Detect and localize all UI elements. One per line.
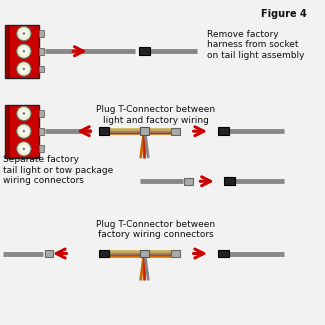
Bar (99, 250, 109, 257)
Bar (140, 127, 149, 135)
Bar (140, 250, 149, 257)
Bar (224, 177, 235, 185)
Bar (139, 47, 150, 55)
Bar (39, 48, 44, 55)
Bar (39, 128, 44, 135)
Circle shape (17, 106, 31, 121)
Bar (218, 250, 229, 257)
Bar (39, 110, 44, 117)
Bar (5, 105, 40, 158)
Circle shape (20, 145, 28, 153)
Bar (218, 127, 229, 135)
Text: Figure 4: Figure 4 (261, 9, 306, 19)
Circle shape (22, 68, 25, 70)
Text: Separate factory
tail light or tow package
wiring connectors: Separate factory tail light or tow packa… (3, 155, 113, 185)
Bar (5, 105, 10, 158)
Circle shape (20, 47, 28, 55)
Circle shape (22, 32, 25, 35)
Circle shape (20, 110, 28, 117)
Circle shape (22, 50, 25, 53)
Circle shape (20, 127, 28, 135)
Text: Remove factory
harness from socket
on tail light assembly: Remove factory harness from socket on ta… (207, 30, 305, 60)
Bar (171, 250, 180, 257)
Circle shape (22, 130, 25, 133)
Bar (184, 178, 193, 185)
Text: Plug T-Connector between
light and factory wiring: Plug T-Connector between light and facto… (96, 105, 215, 124)
Circle shape (17, 62, 31, 76)
Bar (5, 25, 40, 78)
Circle shape (20, 65, 28, 73)
Bar (5, 25, 10, 78)
Text: Plug T-Connector between
factory wiring connectors: Plug T-Connector between factory wiring … (96, 220, 215, 239)
Bar (99, 127, 109, 135)
Circle shape (17, 44, 31, 58)
Circle shape (17, 142, 31, 156)
Bar (39, 146, 44, 152)
Circle shape (22, 112, 25, 115)
Circle shape (17, 124, 31, 138)
Bar (39, 30, 44, 37)
Circle shape (20, 30, 28, 37)
Circle shape (17, 26, 31, 41)
Bar (45, 250, 53, 257)
Bar (171, 128, 180, 135)
Bar (39, 66, 44, 72)
Circle shape (22, 148, 25, 150)
